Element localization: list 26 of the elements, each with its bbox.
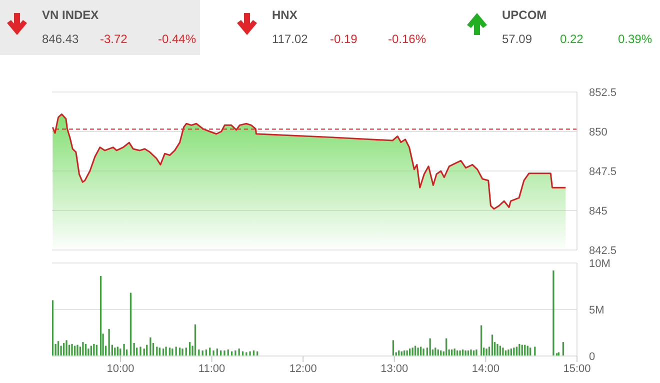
text: 0.22 [560, 32, 584, 46]
text: -0.19 [330, 32, 358, 46]
text: -3.72 [100, 32, 128, 46]
x-tick-label: 13:00 [380, 362, 408, 375]
y-tick-label: 850 [589, 126, 608, 138]
text: UPCOM [502, 8, 547, 22]
x-tick-label: 12:00 [289, 362, 317, 375]
text: 117.02 [272, 32, 308, 46]
y-tick-label: 847.5 [589, 166, 617, 178]
y-tick-label: 845 [589, 205, 608, 218]
text: -0.44% [158, 32, 196, 46]
x-tick-label: 11:00 [198, 362, 226, 375]
y-tick-label: 10M [589, 258, 610, 270]
text: 846.43 [42, 32, 79, 46]
text: 57.09 [502, 32, 532, 46]
y-tick-label: 842.5 [589, 244, 617, 257]
y-tick-label: 852.5 [589, 86, 617, 99]
x-tick-label: 15:00 [563, 362, 591, 375]
y-tick-label: 5M [589, 304, 604, 316]
y-tick-label: 0 [589, 350, 596, 363]
text: HNX [272, 8, 298, 22]
text: -0.16% [388, 32, 426, 46]
x-tick-label: 14:00 [472, 362, 500, 375]
x-tick-label: 10:00 [106, 362, 134, 375]
text: 0.39% [618, 32, 652, 46]
text: VN INDEX [42, 8, 99, 22]
